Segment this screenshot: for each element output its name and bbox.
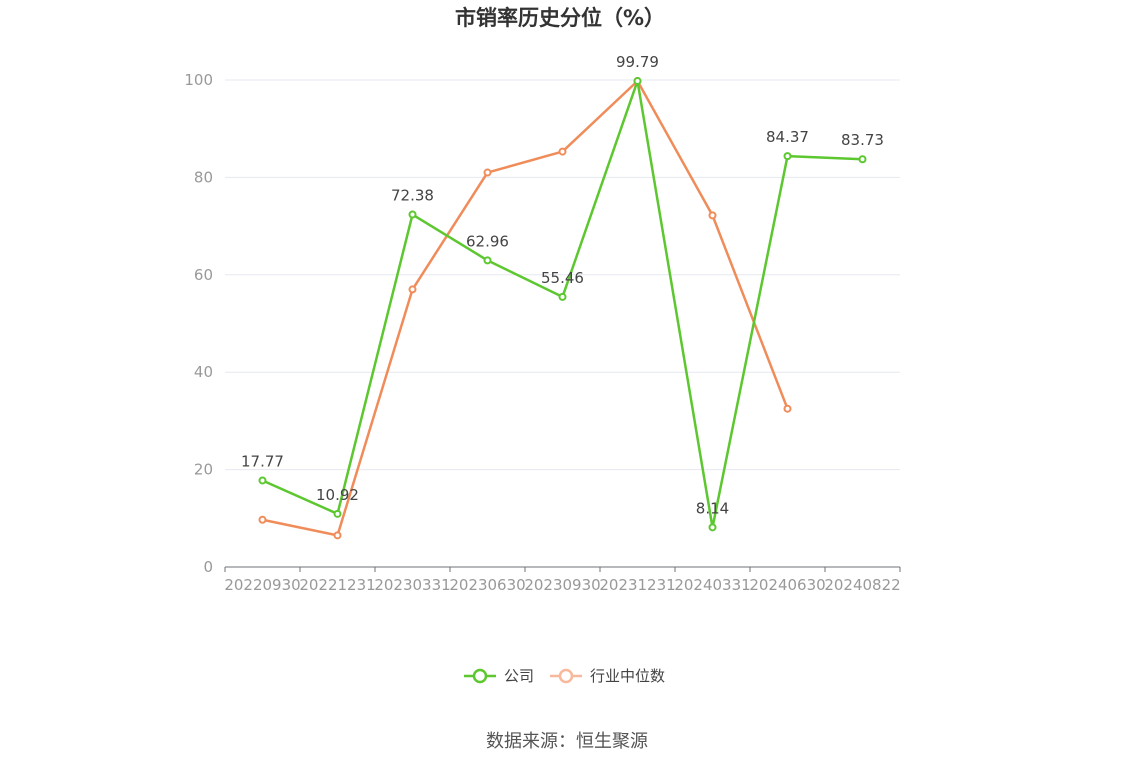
data-label: 99.79 (616, 53, 659, 71)
y-tick-label: 20 (194, 461, 213, 479)
y-tick-label: 40 (194, 363, 213, 381)
data-label: 10.92 (316, 486, 359, 504)
data-point-industry[interactable] (483, 168, 492, 177)
legend-item-industry[interactable]: 行业中位数 (550, 667, 665, 685)
source-note: 数据来源：恒生聚源 (486, 731, 648, 752)
data-labels: 17.77 10.92 72.38 62.96 55.46 99.79 8.14 84.37 8… (241, 53, 884, 517)
x-tick-label: 20231231 (599, 576, 675, 594)
y-tick-label: 60 (194, 266, 213, 284)
x-tick-label: 20220930 (224, 576, 300, 594)
data-label: 84.37 (766, 128, 809, 146)
y-tick-label: 80 (194, 168, 213, 186)
data-point-industry[interactable] (558, 147, 567, 156)
x-tick-label: 20221231 (299, 576, 375, 594)
data-point-company[interactable] (633, 77, 642, 86)
data-label: 72.38 (391, 187, 434, 205)
data-label: 62.96 (466, 232, 509, 250)
data-label: 17.77 (241, 452, 284, 470)
grid (225, 79, 900, 471)
data-point-company[interactable] (408, 210, 417, 219)
data-point-industry[interactable] (783, 404, 792, 413)
x-tick-label: 20240822 (824, 576, 900, 594)
data-point-company[interactable] (783, 152, 792, 161)
data-point-industry[interactable] (258, 515, 267, 524)
data-label: 83.73 (841, 131, 884, 149)
legend-marker-company (472, 668, 488, 684)
data-label: 55.46 (541, 269, 584, 287)
x-axis: 2022093020221231202303312023063020230930… (224, 566, 901, 594)
data-point-industry[interactable] (333, 531, 342, 540)
data-point-company[interactable] (333, 509, 342, 518)
data-point-company[interactable] (483, 256, 492, 265)
data-point-company[interactable] (858, 155, 867, 164)
data-point-industry[interactable] (708, 211, 717, 220)
legend-label-company: 公司 (504, 667, 534, 685)
x-tick-label: 20230930 (524, 576, 600, 594)
series-line-industry (262, 79, 789, 537)
data-point-company[interactable] (708, 523, 717, 532)
chart-title: 市销率历史分位（%） (455, 6, 665, 30)
y-tick-label: 100 (184, 71, 213, 89)
data-point-industry[interactable] (408, 285, 417, 294)
series-group (258, 77, 867, 540)
x-tick-label: 20240331 (674, 576, 750, 594)
data-point-company[interactable] (258, 476, 267, 485)
y-axis: 0 20 40 60 80 100 (184, 71, 213, 576)
x-tick-label: 20230331 (374, 576, 450, 594)
x-tick-label: 20230630 (449, 576, 525, 594)
legend[interactable]: 公司 行业中位数 (464, 667, 665, 685)
data-label: 8.14 (696, 499, 729, 517)
x-tick-label: 20240630 (749, 576, 825, 594)
y-tick-label: 0 (203, 558, 213, 576)
legend-item-company[interactable]: 公司 (464, 667, 534, 685)
legend-marker-industry (558, 668, 574, 684)
data-point-company[interactable] (558, 292, 567, 301)
legend-label-industry: 行业中位数 (590, 667, 665, 685)
